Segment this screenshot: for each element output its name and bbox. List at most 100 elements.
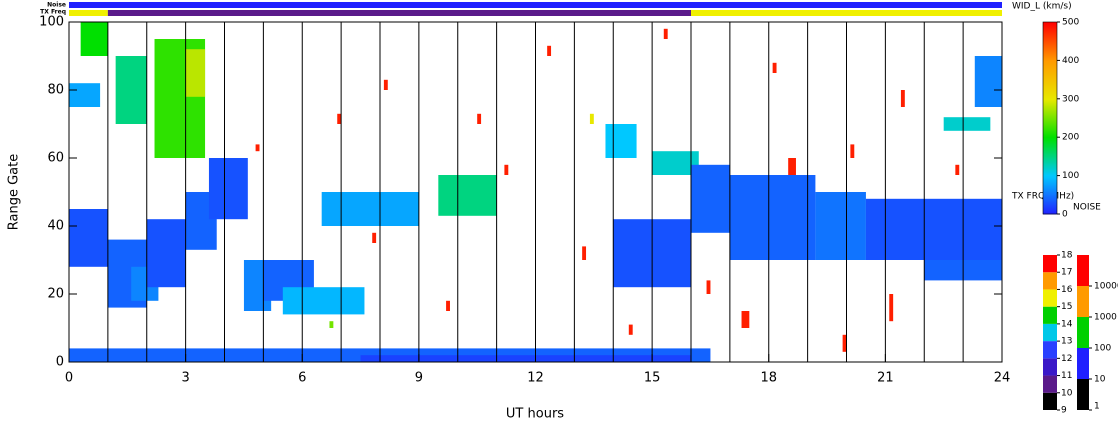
scatter-patch [842,334,847,352]
width-colorbar-cell [1043,178,1057,181]
noise-colorbar-cell [1077,379,1089,410]
width-colorbar-cell [1043,208,1057,211]
freq-colorbar-label: 12 [1061,354,1072,364]
width-colorbar-label: 200 [1062,133,1079,143]
width-colorbar-cell [1043,56,1057,59]
width-colorbar-cell [1043,170,1057,173]
width-colorbar-cell [1043,38,1057,41]
width-colorbar-cell [1043,30,1057,33]
width-colorbar-cell [1043,114,1057,117]
freq-colorbar-cell [1043,341,1057,359]
width-colorbar-cell [1043,182,1057,185]
width-colorbar-cell [1043,156,1057,159]
scatter-patch [69,83,101,107]
freq-bar-segment [107,10,691,16]
scatter-patch [889,294,894,322]
width-colorbar-cell [1043,96,1057,99]
width-colorbar-cell [1043,112,1057,115]
width-colorbar-cell [1043,106,1057,109]
scatter-patch [663,28,668,39]
width-colorbar-cell [1043,132,1057,135]
x-tick-label: 0 [65,371,73,386]
width-colorbar-cell [1043,66,1057,69]
width-colorbar-cell [1043,116,1057,119]
width-colorbar-cell [1043,90,1057,93]
width-colorbar-cell [1043,40,1057,43]
noise-scale-title: NOISE [1073,203,1101,213]
noise-colorbar-label: 10 [1094,375,1106,385]
noise-colorbar-label: 1 [1094,402,1100,412]
x-tick-label: 24 [994,371,1011,386]
freq-colorbar-label: 14 [1061,319,1073,329]
scatter-patch [321,192,419,226]
y-tick-label: 20 [47,287,64,302]
freq-colorbar-label: 16 [1061,285,1073,295]
width-colorbar-cell [1043,44,1057,47]
width-colorbar-cell [1043,22,1057,25]
freq-colorbar-cell [1043,392,1057,410]
width-colorbar-cell [1043,84,1057,87]
noise-colorbar-label: 10000 [1094,282,1118,292]
width-colorbar-cell [1043,154,1057,157]
width-colorbar-cell [1043,102,1057,105]
width-colorbar-cell [1043,108,1057,111]
width-colorbar-cell [1043,118,1057,121]
width-colorbar-cell [1043,72,1057,75]
scatter-patch [974,56,1002,107]
scatter-patch [360,355,691,362]
x-tick-label: 6 [298,371,306,386]
freq-colorbar-cell [1043,323,1057,342]
scatter-patch [955,164,960,175]
width-colorbar-cell [1043,186,1057,189]
y-tick-label: 100 [39,15,64,30]
width-colorbar-cell [1043,110,1057,113]
width-colorbar-cell [1043,64,1057,67]
width-colorbar-cell [1043,172,1057,175]
scatter-patch [865,198,1002,260]
width-colorbar-cell [1043,122,1057,125]
width-colorbar-cell [1043,104,1057,107]
x-tick-label: 18 [760,371,777,386]
width-colorbar-cell [1043,70,1057,73]
freq-bar-label: TX Freq [40,9,66,16]
width-colorbar-cell [1043,152,1057,155]
width-colorbar-label: 0 [1062,210,1068,220]
width-colorbar-label: 400 [1062,56,1079,66]
noise-colorbar-cell [1077,317,1089,348]
x-tick-label: 21 [877,371,894,386]
scatter-patch [652,151,699,175]
width-colorbar-cell [1043,36,1057,39]
width-colorbar-cell [1043,52,1057,55]
scatter-patch [438,175,497,216]
width-colorbar-cell [1043,150,1057,153]
freq-colorbar-label: 11 [1061,371,1072,381]
scatter-patch [208,158,248,220]
scatter-patch [741,311,750,328]
x-axis-title: UT hours [506,407,564,422]
width-colorbar-cell [1043,190,1057,193]
width-colorbar-cell [1043,160,1057,163]
width-colorbar-cell [1043,62,1057,65]
width-colorbar-cell [1043,82,1057,85]
width-colorbar-cell [1043,86,1057,89]
width-colorbar-cell [1043,130,1057,133]
width-colorbar-cell [1043,144,1057,147]
scatter-patch [547,45,552,56]
width-colorbar-cell [1043,196,1057,199]
scatter-patch [282,287,365,315]
x-tick-label: 9 [415,371,423,386]
scatter-patch [706,280,711,294]
scatter-patch [788,158,796,175]
width-colorbar-cell [1043,210,1057,213]
y-tick-label: 60 [47,151,64,166]
noise-colorbar-label: 100 [1094,344,1111,354]
width-colorbar-cell [1043,162,1057,165]
width-colorbar-cell [1043,148,1057,151]
width-colorbar-cell [1043,206,1057,209]
width-colorbar-cell [1043,50,1057,53]
width-colorbar-frame [1042,21,1058,215]
width-colorbar-cell [1043,168,1057,171]
scatter-patch [329,321,334,328]
width-colorbar-cell [1043,88,1057,91]
